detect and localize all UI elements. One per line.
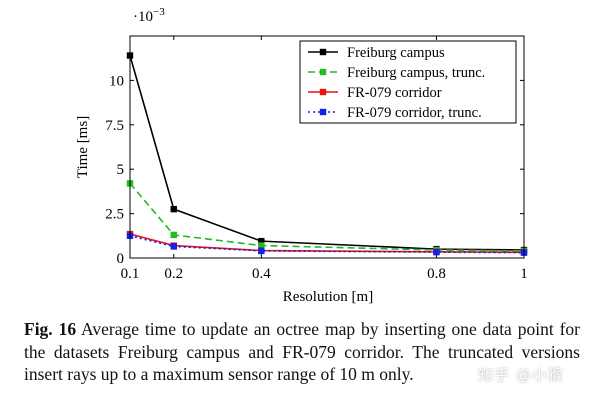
legend: Freiburg campus Freiburg campus, trunc. FR… xyxy=(299,40,517,124)
legend-marker xyxy=(319,68,327,76)
legend-label: Freiburg campus xyxy=(347,45,445,61)
series-line-2 xyxy=(129,182,525,252)
x-tick-label: 0.8 xyxy=(427,266,446,282)
series-line-4 xyxy=(129,235,525,254)
y-multiplier: ·10−3 xyxy=(133,6,165,25)
x-tick-label: 0.2 xyxy=(164,266,183,282)
legend-marker xyxy=(319,108,327,116)
tick-labels: 0 2.5 5 7.5 10 0.1 0.2 0.4 0.8 1 xyxy=(105,73,528,282)
x-tick-label: 1 xyxy=(520,266,528,282)
legend-label: FR-079 corridor xyxy=(347,85,442,101)
legend-marker xyxy=(319,48,327,56)
caption-label: Fig. 16 xyxy=(24,319,77,339)
y-tick-label: 0 xyxy=(117,251,125,267)
y-tick-label: 5 xyxy=(117,162,125,178)
data-point-2 xyxy=(258,242,265,249)
axes xyxy=(129,35,525,259)
x-tick-label: 0.4 xyxy=(252,266,271,282)
data-point-1 xyxy=(258,237,265,245)
series-layer xyxy=(126,52,528,256)
caption-text: Average time to update an octree map by … xyxy=(24,319,580,384)
legend-label: FR-079 corridor, trunc. xyxy=(347,105,482,121)
data-point-2 xyxy=(170,231,177,239)
y-tick-label: 2.5 xyxy=(105,207,124,223)
data-point-4 xyxy=(170,243,177,250)
plot-frame xyxy=(129,35,525,259)
legend-marker xyxy=(319,88,327,96)
y-tick-label: 7.5 xyxy=(105,118,124,134)
legend-box xyxy=(299,40,517,124)
x-axis-label: Resolution [m] xyxy=(283,289,373,305)
y-tick-label: 10 xyxy=(109,73,124,89)
data-point-4 xyxy=(258,247,265,255)
data-point-1 xyxy=(170,205,177,213)
y-multiplier-exponent: −3 xyxy=(153,6,165,18)
y-axis-label: Time [ms] xyxy=(75,116,91,178)
figure-caption: Fig. 16 Average time to update an octree… xyxy=(24,318,580,386)
data-point-4 xyxy=(433,248,440,256)
x-tick-label: 0.1 xyxy=(121,266,140,282)
legend-label: Freiburg campus, trunc. xyxy=(347,65,485,81)
